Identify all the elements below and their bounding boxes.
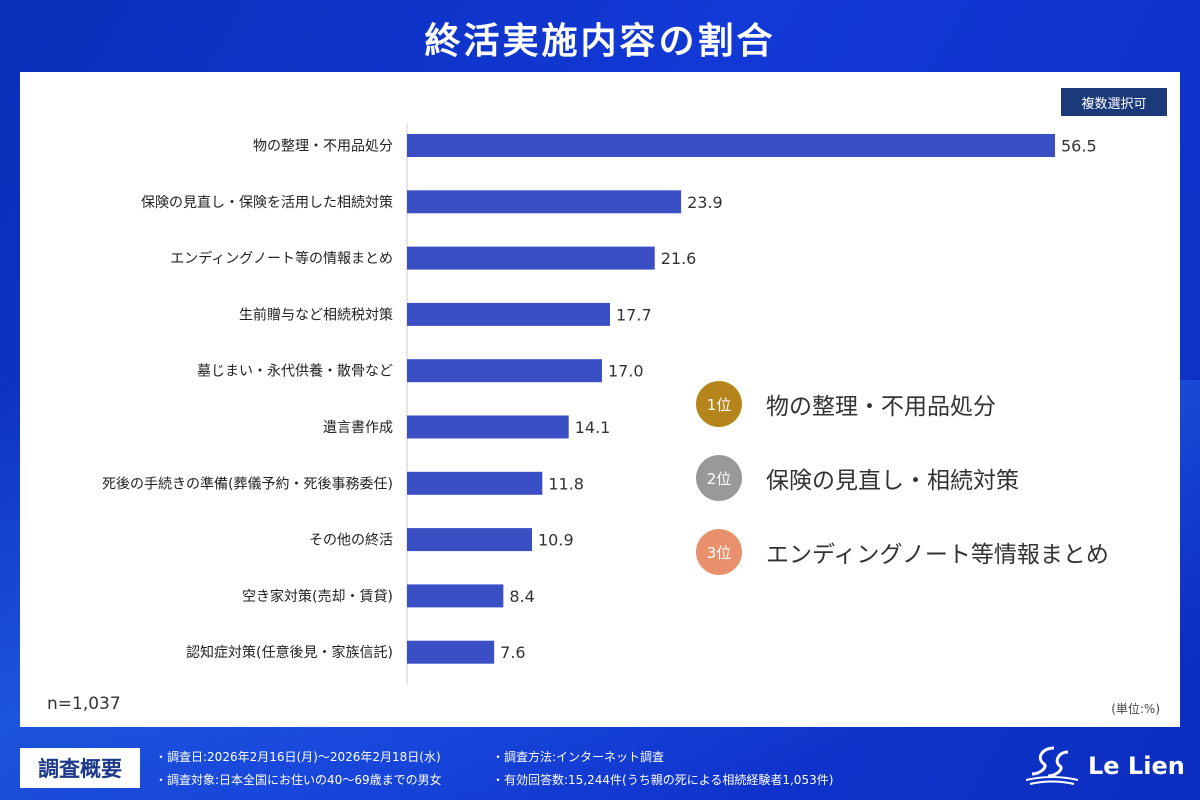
value-label: 56.5: [1061, 137, 1097, 156]
page-title: 終活実施内容の割合: [424, 21, 776, 62]
unit-label: (単位:%): [1111, 702, 1160, 716]
bar-chart: 物の整理・不用品処分 56.5 保険の見直し・保険を活用した相続対策 23.9 エンディ…: [102, 124, 1097, 684]
category-label: エンディングノート等の情報まとめ: [170, 250, 393, 267]
bar: [407, 528, 533, 552]
survey-date: ・調査日:2026年2月16日(月)〜2026年2月18日(水): [155, 750, 441, 764]
value-label: 7.6: [500, 643, 525, 662]
survey-target: ・調査対象:日本全国にお住いの40〜69歳までの男女: [155, 773, 442, 787]
category-label: 空き家対策(売却・賃貸): [242, 588, 393, 605]
rank-label: 保険の見直し・相続対策: [766, 468, 1019, 494]
ranking-item: 1位 物の整理・不用品処分: [696, 380, 1109, 428]
rank-label: 物の整理・不用品処分: [766, 394, 996, 420]
ranking-list: 1位 物の整理・不用品処分 2位 保険の見直し・相続対策 3位 エンディングノー…: [696, 380, 1109, 602]
sample-size-label: n=1,037: [47, 694, 121, 714]
rank-badge: 2位: [696, 455, 742, 501]
category-label: 死後の手続きの準備(葬儀予約・死後事務委任): [102, 475, 393, 492]
bar: [407, 190, 682, 214]
bar: [407, 359, 602, 383]
rank-badge: 1位: [696, 381, 742, 427]
multiple-choice-badge: 複数選択可: [1061, 88, 1167, 116]
survey-responses: ・有効回答数:15,244件(うち親の死による相続経験者1,053件): [492, 773, 834, 787]
bar: [407, 415, 569, 439]
rank-badge: 3位: [696, 529, 742, 575]
bar: [407, 246, 655, 270]
ranking-item: 3位 エンディングノート等情報まとめ: [696, 528, 1109, 576]
bar: [407, 302, 611, 326]
value-label: 17.7: [616, 305, 652, 324]
value-label: 17.0: [608, 362, 644, 381]
survey-heading: 調査概要: [20, 748, 140, 788]
category-label: 生前贈与など相続税対策: [239, 306, 393, 323]
bar: [407, 134, 1055, 157]
category-label: 認知症対策(任意後見・家族信託): [186, 644, 393, 661]
category-label: 物の整理・不用品処分: [253, 139, 393, 155]
value-label: 8.4: [509, 587, 534, 606]
logo-text: Le Lien: [1088, 752, 1185, 780]
bar: [407, 471, 543, 495]
logo-mark-icon: [1025, 746, 1079, 785]
value-label: 11.8: [548, 474, 584, 493]
bar: [407, 640, 495, 664]
category-label: 墓じまい・永代供養・散骨など: [197, 363, 393, 380]
ranking-item: 2位 保険の見直し・相続対策: [696, 454, 1109, 502]
bar: [407, 584, 504, 608]
chart-panel: 複数選択可 物の整理・不用品処分 56.5 保険の見直し・保険を活用した相続対策 23…: [20, 72, 1180, 727]
value-label: 14.1: [575, 418, 611, 437]
value-label: 23.9: [687, 193, 723, 212]
category-label: 遺言書作成: [323, 420, 393, 436]
value-label: 10.9: [538, 531, 574, 550]
survey-method: ・調査方法:インターネット調査: [492, 750, 665, 764]
rank-label: エンディングノート等情報まとめ: [766, 542, 1109, 568]
category-label: その他の終活: [309, 533, 393, 549]
value-label: 21.6: [661, 249, 697, 268]
survey-footer: 調査概要 ・調査日:2026年2月16日(月)〜2026年2月18日(水) ・調…: [0, 740, 1200, 800]
brand-logo: Le Lien: [1024, 744, 1185, 788]
category-label: 保険の見直し・保険を活用した相続対策: [141, 194, 393, 211]
